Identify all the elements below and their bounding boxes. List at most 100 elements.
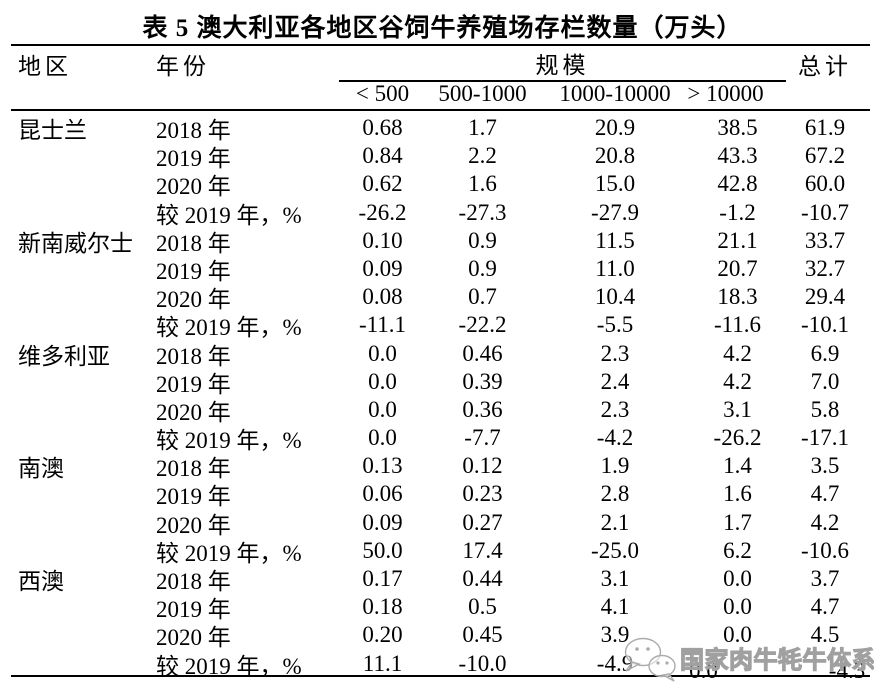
- wechat-icon-eyes: [635, 647, 669, 665]
- value-cell: -22.2: [458, 312, 507, 338]
- watermark-text: 国家肉牛牦牛体系: [680, 646, 874, 674]
- value-cell: 10.4: [594, 284, 636, 310]
- value-cell: 0.9: [468, 255, 497, 281]
- row-label-cell: 2019 年: [156, 146, 231, 172]
- table-row: 2020 年 0.62 1.6 15.0 42.8 60.0: [11, 167, 870, 199]
- region-cell: 南澳: [18, 456, 64, 482]
- row-label-cell: 2020 年: [156, 512, 231, 538]
- value-cell: -26.2: [713, 425, 762, 451]
- value-cell: 0.27: [462, 509, 503, 535]
- value-cell: 0.09: [362, 509, 403, 535]
- header-scale-1000-10000: 1000-10000: [559, 81, 671, 106]
- value-cell: 0.0: [723, 622, 752, 648]
- value-cell: 11.1: [362, 650, 403, 676]
- value-cell: 0.0: [368, 340, 397, 366]
- row-label-cell: 较 2019 年，%: [156, 428, 302, 454]
- value-cell: 0.5: [468, 594, 497, 620]
- row-label-cell: 2018 年: [156, 569, 231, 594]
- value-cell: 0.0: [689, 657, 718, 683]
- table-body: 昆士兰 2018 年 0.68 1.7 20.9 38.5 61.9 2019 年 0.84 2.…: [11, 111, 870, 683]
- value-cell: 0.17: [362, 566, 403, 591]
- value-cell: 0.39: [462, 368, 503, 394]
- value-cell: 32.7: [804, 255, 846, 281]
- row-label-cell: 2020 年: [156, 625, 231, 651]
- value-cell: 0.0: [368, 368, 397, 394]
- value-cell: 0.06: [362, 481, 403, 507]
- header-year: 年份: [156, 54, 210, 79]
- value-cell: 33.7: [804, 227, 846, 253]
- value-cell: 0.12: [462, 453, 503, 479]
- table-row: 2019 年 0.84 2.2 20.8 43.3 67.2: [11, 139, 870, 171]
- value-cell: 2.3: [600, 340, 630, 366]
- table-row: 新南威尔士 2018 年 0.10 0.9 11.5 21.1 33.7: [11, 224, 870, 256]
- value-cell: 0.9: [468, 227, 497, 253]
- scale-group-label: 规模: [535, 53, 590, 78]
- row-label-cell: 2019 年: [156, 371, 231, 397]
- row-label-cell: 2018 年: [156, 343, 231, 369]
- row-label-cell: 2019 年: [156, 597, 231, 623]
- value-cell: 60.0: [804, 171, 846, 197]
- row-label-cell: 2018 年: [156, 456, 231, 482]
- value-cell: 0.7: [468, 284, 497, 310]
- row-label-cell: 较 2019 年，%: [156, 540, 302, 566]
- table-row: 较 2019 年，% 0.0 -7.7 -4.2 -26.2 -17.1: [11, 421, 870, 453]
- value-cell: -4.2: [596, 425, 634, 451]
- value-cell: 4.7: [810, 481, 840, 507]
- value-cell: 0.84: [362, 143, 403, 169]
- value-cell: 0.20: [362, 622, 403, 648]
- table-row: 2020 年 0.20 0.45 3.9 0.0 4.5: [11, 618, 870, 650]
- value-cell: 20.9: [594, 115, 636, 140]
- value-cell: 43.3: [717, 143, 758, 169]
- region-cell: 昆士兰: [18, 118, 87, 143]
- value-cell: 1.6: [723, 481, 752, 507]
- header-total: 总计: [798, 54, 852, 79]
- table-row: 2020 年 0.09 0.27 2.1 1.7 4.2: [11, 506, 870, 538]
- table-row: 2019 年 0.06 0.23 2.8 1.6 4.7: [11, 477, 870, 509]
- value-cell: -4.3: [828, 657, 866, 683]
- value-cell: -1.2: [719, 199, 756, 225]
- table-row: 2019 年 0.0 0.39 2.4 4.2 7.0: [11, 365, 870, 397]
- value-cell: 0.23: [462, 481, 503, 507]
- value-cell: 6.9: [810, 340, 840, 366]
- value-cell: 11.0: [595, 255, 635, 281]
- table-row: 昆士兰 2018 年 0.68 1.7 20.9 38.5 61.9: [11, 111, 870, 143]
- value-cell: 2.4: [600, 368, 630, 394]
- value-cell: 0.0: [723, 594, 752, 620]
- row-label-cell: 2019 年: [156, 484, 231, 510]
- value-cell: 0.44: [462, 566, 503, 591]
- value-cell: -26.2: [358, 199, 407, 225]
- table-row: 较 2019 年，% 50.0 17.4 -25.0 6.2 -10.6: [11, 534, 870, 566]
- row-label-cell: 较 2019 年，%: [156, 315, 302, 341]
- table-row: 西澳 2018 年 0.17 0.44 3.1 0.0 3.7: [11, 562, 870, 594]
- header-scale-group: 规模: [339, 46, 786, 82]
- value-cell: 0.18: [362, 594, 403, 620]
- value-cell: 0.10: [362, 227, 403, 253]
- value-cell: -27.9: [591, 199, 639, 225]
- value-cell: 20.7: [717, 255, 758, 281]
- row-label-cell: 2020 年: [156, 399, 231, 425]
- header-scale-lt500: < 500: [355, 81, 410, 106]
- value-cell: 61.9: [804, 115, 846, 140]
- value-cell: 4.2: [810, 509, 840, 535]
- value-cell: 0.0: [368, 396, 397, 422]
- value-cell: 38.5: [717, 115, 758, 140]
- value-cell: 3.7: [810, 566, 840, 591]
- value-cell: 50.0: [362, 537, 403, 563]
- value-cell: 0.68: [362, 115, 403, 140]
- value-cell: 1.7: [723, 509, 752, 535]
- region-cell: 维多利亚: [18, 343, 110, 369]
- value-cell: 0.09: [362, 255, 403, 281]
- value-cell: 29.4: [804, 284, 846, 310]
- table-row: 维多利亚 2018 年 0.0 0.46 2.3 4.2 6.9: [11, 337, 870, 369]
- value-cell: 4.5: [810, 622, 840, 648]
- value-cell: 4.1: [600, 594, 630, 620]
- table-row: 2019 年 0.18 0.5 4.1 0.0 4.7: [11, 590, 870, 622]
- value-cell: 0.46: [462, 340, 503, 366]
- table-row: 较 2019 年，% -26.2 -27.3 -27.9 -1.2 -10.7: [11, 196, 870, 228]
- value-cell: 4.2: [723, 340, 752, 366]
- value-cell: 2.2: [468, 143, 497, 169]
- header-scale-500-1000: 500-1000: [438, 81, 527, 106]
- row-label-cell: 2019 年: [156, 258, 231, 284]
- wechat-icon: [624, 637, 676, 682]
- value-cell: 1.7: [468, 115, 497, 140]
